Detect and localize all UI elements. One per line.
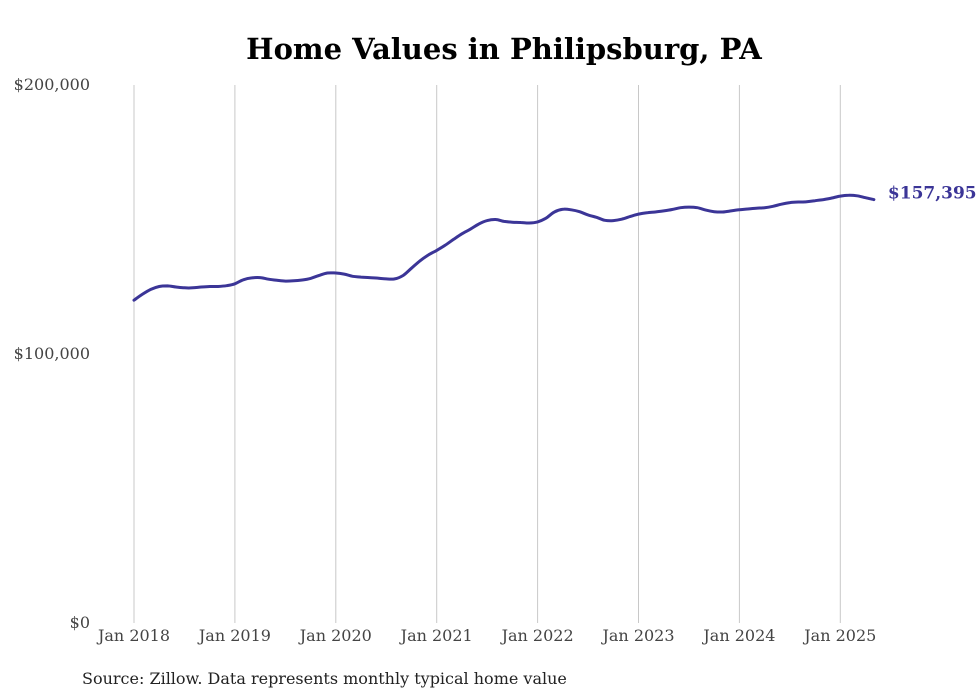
x-tick-label-2: Jan 2020 xyxy=(298,626,372,645)
vertical-gridlines xyxy=(133,85,841,623)
source-note: Source: Zillow. Data represents monthly … xyxy=(82,669,567,688)
y-axis-tick-labels: $0 $100,000 $200,000 xyxy=(14,75,90,632)
end-value-label: $157,395 xyxy=(888,184,977,204)
series-line xyxy=(132,193,876,302)
y-tick-label-1: $100,000 xyxy=(14,344,90,363)
series-layer xyxy=(132,193,876,302)
x-tick-label-1: Jan 2019 xyxy=(197,626,271,645)
x-tick-label-4: Jan 2022 xyxy=(500,626,574,645)
x-tick-label-3: Jan 2021 xyxy=(399,626,473,645)
x-tick-label-6: Jan 2024 xyxy=(701,626,775,645)
x-tick-label-5: Jan 2023 xyxy=(600,626,674,645)
y-tick-label-2: $200,000 xyxy=(14,75,90,94)
y-tick-label-0: $0 xyxy=(70,613,90,632)
chart-title: Home Values in Philipsburg, PA xyxy=(246,32,762,66)
x-tick-label-0: Jan 2018 xyxy=(96,626,170,645)
x-tick-label-7: Jan 2025 xyxy=(802,626,876,645)
x-axis-tick-labels: Jan 2018 Jan 2019 Jan 2020 Jan 2021 Jan 2022… xyxy=(96,626,876,645)
